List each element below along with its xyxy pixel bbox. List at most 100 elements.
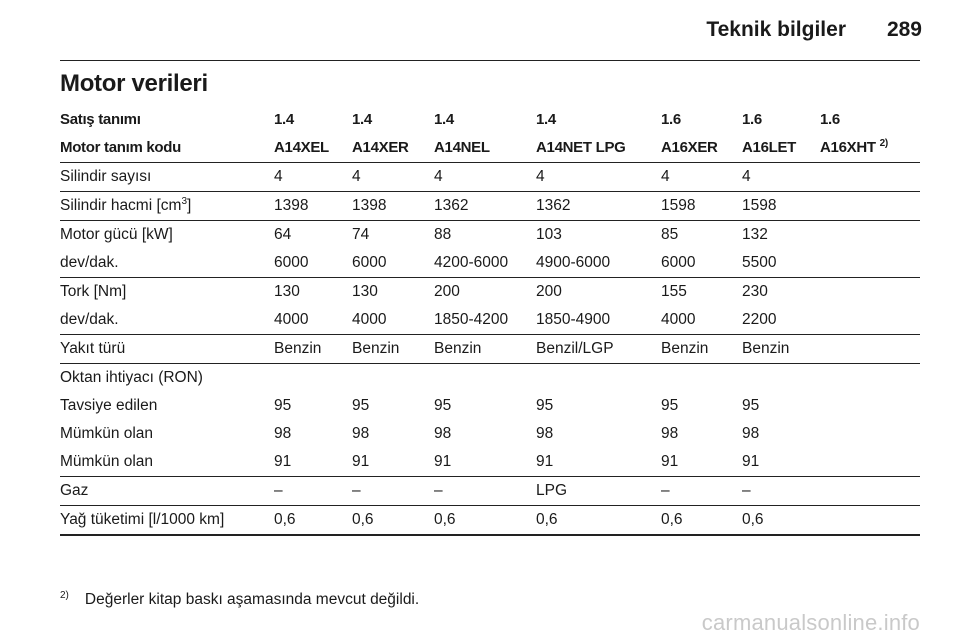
watermark: carmanualsonline.info <box>701 610 920 635</box>
table-cell: A14NEL <box>434 139 490 156</box>
table-cell: 0,6 <box>274 511 296 528</box>
table-cell: – <box>661 482 670 499</box>
row-label: Motor gücü [kW] <box>60 226 173 243</box>
table-cell: – <box>742 482 751 499</box>
table-cell: 98 <box>434 425 452 442</box>
table-cell: 130 <box>274 283 300 300</box>
table-cell: 4 <box>742 168 751 185</box>
table-cell: 88 <box>434 226 452 243</box>
table-cell: LPG <box>536 482 568 499</box>
table-cell: 98 <box>274 425 292 442</box>
table-cell: 95 <box>434 397 452 414</box>
table-cell: 0,6 <box>434 511 456 528</box>
table-cell: 155 <box>661 283 687 300</box>
row-divider <box>60 334 920 335</box>
row-label: Oktan ihtiyacı (RON) <box>60 369 203 386</box>
table-cell: 1.4 <box>274 111 294 128</box>
table-cell: 95 <box>274 397 292 414</box>
table-cell: 4000 <box>661 311 696 328</box>
table-cell: A16LET <box>742 139 797 156</box>
table-cell: 0,6 <box>352 511 374 528</box>
row-label: Mümkün olan <box>60 425 154 442</box>
table-cell: A16XER <box>661 139 718 156</box>
table-cell: 1.4 <box>434 111 454 128</box>
row-label: Tork [Nm] <box>60 283 127 300</box>
table-cell: 4 <box>661 168 670 185</box>
row-label: Motor tanım kodu <box>60 139 182 156</box>
table-cell: 4000 <box>352 311 387 328</box>
row-divider <box>60 363 920 364</box>
table-cell: 91 <box>661 453 679 470</box>
table-row-gas: Gaz – – – LPG – – <box>60 477 920 505</box>
table-cell: 74 <box>352 226 370 243</box>
table-cell: 1.6 <box>742 111 762 128</box>
footnote-text: Değerler kitap baskı aşamasında mevcut d… <box>84 591 420 609</box>
table-cell: 6000 <box>274 254 309 271</box>
table-cell: 230 <box>742 283 768 300</box>
table-cell: 91 <box>434 453 452 470</box>
table-cell: 4 <box>352 168 361 185</box>
table-cell: – <box>434 482 443 499</box>
table-cell: A16XHT 2) <box>820 134 888 162</box>
table-cell: A14XER <box>352 139 409 156</box>
superscript: 3 <box>181 195 188 207</box>
table-cell: Benzin <box>742 340 790 357</box>
table-cell: 1.4 <box>536 111 556 128</box>
table-bottom-rule <box>60 534 920 536</box>
table-row-torque: Tork [Nm] 130 130 200 200 155 230 <box>60 278 920 306</box>
row-divider <box>60 505 920 506</box>
table-cell: 1398 <box>352 197 387 214</box>
page-number: 289 <box>886 18 922 41</box>
table-cell: 1598 <box>742 197 777 214</box>
table-cell: 1.6 <box>820 111 840 128</box>
table-row-recommended: Tavsiye edilen 95 95 95 95 95 95 <box>60 392 920 420</box>
table-cell: 130 <box>352 283 378 300</box>
table-cell: 95 <box>661 397 679 414</box>
row-label: Silindir sayısı <box>60 168 152 185</box>
row-label: dev/dak. <box>60 311 119 328</box>
table-row-octane: Oktan ihtiyacı (RON) <box>60 364 920 392</box>
section-title: Motor verileri <box>60 70 208 97</box>
footnote-mark: 2) <box>60 590 69 601</box>
table-cell: 91 <box>352 453 370 470</box>
table-cell: 98 <box>661 425 679 442</box>
table-row-cylinders: Silindir sayısı 4 4 4 4 4 4 <box>60 163 920 191</box>
table-cell: 1362 <box>434 197 469 214</box>
table-cell: 4 <box>536 168 545 185</box>
table-cell: – <box>352 482 361 499</box>
table-row-power: Motor gücü [kW] 64 74 88 103 85 132 <box>60 221 920 249</box>
row-divider <box>60 162 920 163</box>
label-text: Silindir hacmi [cm <box>60 197 182 214</box>
table-cell: 132 <box>742 226 768 243</box>
table-cell: 0,6 <box>661 511 683 528</box>
table-row-possible-91: Mümkün olan 91 91 91 91 91 91 <box>60 448 920 476</box>
table-cell: 1398 <box>274 197 309 214</box>
table-cell: 5500 <box>742 254 777 271</box>
row-label: Silindir hacmi [cm3] <box>60 192 191 220</box>
table-cell: 1362 <box>536 197 571 214</box>
table-cell: 6000 <box>661 254 696 271</box>
table-cell: Benzil/LGP <box>536 340 614 357</box>
table-cell: 1598 <box>661 197 696 214</box>
table-row-torque-rpm: dev/dak. 4000 4000 1850-4200 1850-4900 4000 22… <box>60 306 920 334</box>
table-cell: 98 <box>536 425 554 442</box>
table-cell: 4900-6000 <box>536 254 611 271</box>
table-row-oil: Yağ tüketimi [l/1000 km] 0,6 0,6 0,6 0,6 0,6 0… <box>60 506 920 534</box>
table-cell: 4200-6000 <box>434 254 509 271</box>
row-label: Tavsiye edilen <box>60 397 158 414</box>
row-label: Yakıt türü <box>60 340 126 357</box>
table-cell: – <box>274 482 283 499</box>
table-cell: Benzin <box>352 340 400 357</box>
table-cell: Benzin <box>434 340 482 357</box>
table-cell: 98 <box>742 425 760 442</box>
row-divider <box>60 476 920 477</box>
table-cell: 0,6 <box>536 511 558 528</box>
table-cell: 95 <box>352 397 370 414</box>
table-cell: 1.4 <box>352 111 372 128</box>
page-header: Teknik bilgiler 289 <box>60 18 922 48</box>
table-cell: 4 <box>434 168 443 185</box>
table-cell: 91 <box>742 453 760 470</box>
footnote-ref: 2) <box>879 138 889 149</box>
table-cell: 95 <box>536 397 554 414</box>
table-row-sales-name: Satış tanımı 1.4 1.4 1.4 1.4 1.6 1.6 1.6 <box>60 106 920 134</box>
